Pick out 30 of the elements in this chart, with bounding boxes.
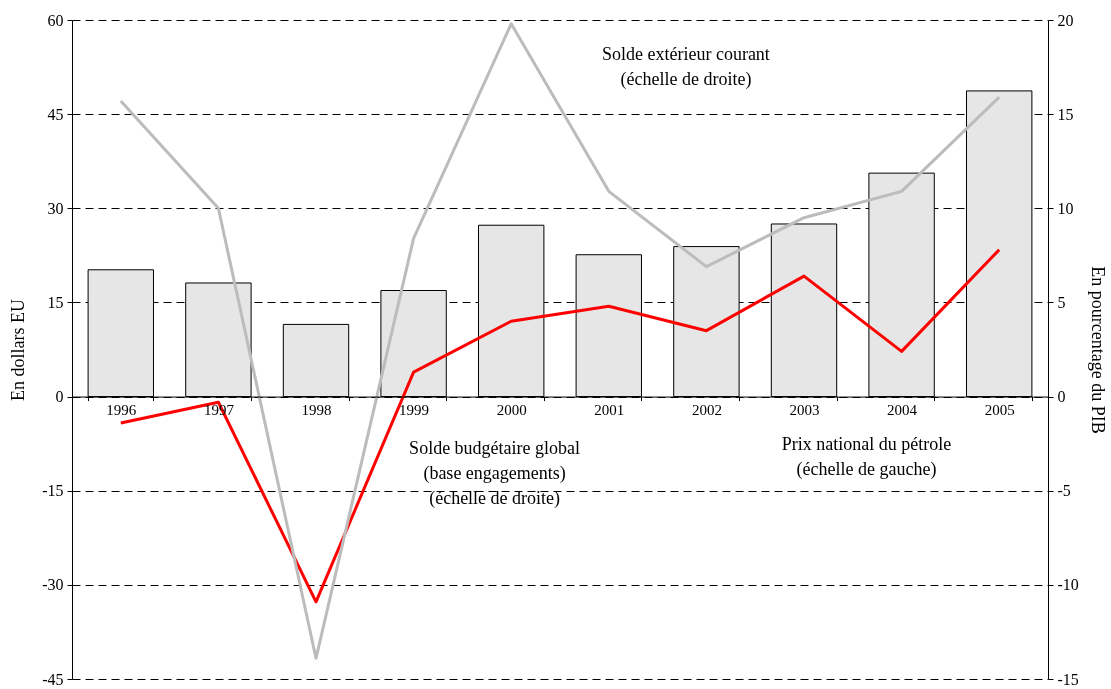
y2-axis-title: En pourcentage du PIB bbox=[1087, 266, 1108, 434]
y2-tick-label: 0 bbox=[1057, 388, 1066, 406]
y-tick-label: -45 bbox=[42, 670, 64, 688]
x-tick-label: 2005 bbox=[984, 402, 1015, 419]
x-tick-label: 2004 bbox=[887, 402, 918, 419]
y-tick-label: 60 bbox=[47, 11, 64, 29]
y2-tick-label: 20 bbox=[1057, 11, 1074, 29]
y-tick-label: 0 bbox=[55, 388, 64, 406]
y-axis-title: En dollars EU bbox=[8, 299, 29, 401]
y-tick-label: -30 bbox=[42, 576, 64, 594]
y2-tick-label: 10 bbox=[1057, 199, 1074, 217]
y2-tick-label: -15 bbox=[1057, 670, 1079, 688]
x-tick-label: 1998 bbox=[301, 402, 332, 419]
x-tick-label: 1996 bbox=[106, 402, 137, 419]
y2-tick-label: 5 bbox=[1057, 293, 1066, 311]
y2-tick-label: -10 bbox=[1057, 576, 1079, 594]
x-tick-label: 2000 bbox=[496, 402, 527, 419]
series-label: Solde budgétaire global (base engagements) (échelle de droite) bbox=[409, 438, 581, 510]
text: Solde extérieur courant (échelle de droite) bbox=[601, 44, 770, 91]
y-tick-label: 15 bbox=[47, 293, 64, 311]
x-tick-label: 2002 bbox=[691, 402, 722, 419]
x-tick-label: 2001 bbox=[594, 402, 625, 419]
y2-tick-label: -5 bbox=[1057, 482, 1071, 500]
y-tick-label: 30 bbox=[47, 199, 64, 217]
x-tick-label: 1999 bbox=[399, 402, 430, 419]
x-tick-label: 2003 bbox=[789, 402, 820, 419]
text: Prix national du pétrole (échelle de gauche) bbox=[781, 434, 952, 481]
y-tick-label: 45 bbox=[47, 105, 64, 123]
y-tick-label: -15 bbox=[42, 482, 64, 500]
y2-tick-label: 15 bbox=[1057, 105, 1074, 123]
